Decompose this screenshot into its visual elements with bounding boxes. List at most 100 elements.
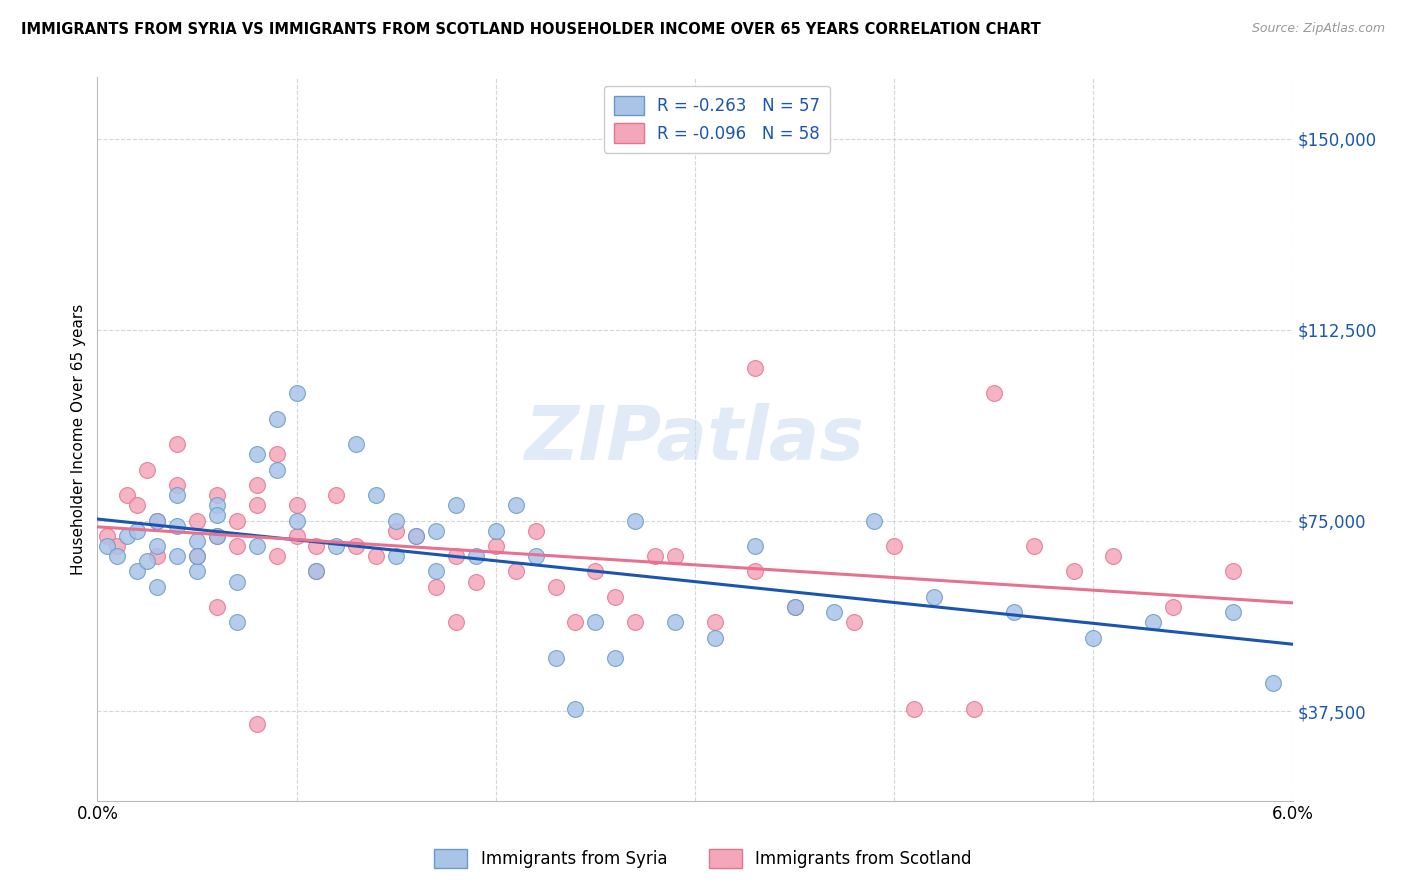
Point [883,539,905,553]
Point [505,565,527,579]
Legend: Immigrants from Syria, Immigrants from Scotland: Immigrants from Syria, Immigrants from S… [427,843,979,875]
Point [305,565,328,579]
Point [624,615,647,630]
Point [246,539,269,553]
Point [305,539,328,553]
Point [583,615,606,630]
Point [127,524,149,538]
Point [266,549,288,564]
Point [744,360,766,375]
Point [1261,676,1284,690]
Point [186,549,208,564]
Legend: R = -0.263   N = 57, R = -0.096   N = 58: R = -0.263 N = 57, R = -0.096 N = 58 [603,86,830,153]
Point [1063,565,1085,579]
Point [225,574,247,589]
Point [246,478,269,492]
Point [564,615,586,630]
Point [605,651,627,665]
Point [205,498,228,512]
Point [285,514,308,528]
Point [186,514,208,528]
Text: IMMIGRANTS FROM SYRIA VS IMMIGRANTS FROM SCOTLAND HOUSEHOLDER INCOME OVER 65 YEA: IMMIGRANTS FROM SYRIA VS IMMIGRANTS FROM… [21,22,1040,37]
Point [505,498,527,512]
Point [246,717,269,731]
Point [1002,605,1025,619]
Point [605,590,627,604]
Point [186,565,208,579]
Point [305,565,328,579]
Point [186,533,208,548]
Point [266,462,288,476]
Point [703,615,725,630]
Point [136,554,159,568]
Point [325,539,347,553]
Point [146,514,169,528]
Point [127,565,149,579]
Point [344,437,367,451]
Point [146,514,169,528]
Point [1022,539,1045,553]
Point [385,514,408,528]
Point [186,549,208,564]
Point [903,702,925,716]
Point [744,539,766,553]
Point [444,615,467,630]
Point [115,488,138,502]
Point [166,437,188,451]
Point [285,498,308,512]
Point [146,580,169,594]
Point [464,549,486,564]
Point [225,615,247,630]
Point [225,514,247,528]
Point [464,574,486,589]
Point [205,529,228,543]
Point [385,549,408,564]
Point [1142,615,1164,630]
Point [744,565,766,579]
Point [544,651,567,665]
Point [225,539,247,553]
Point [325,488,347,502]
Point [824,605,846,619]
Point [564,702,586,716]
Point [983,386,1005,401]
Point [444,498,467,512]
Point [544,580,567,594]
Point [127,498,149,512]
Point [485,524,508,538]
Point [1102,549,1125,564]
Point [205,488,228,502]
Point [444,549,467,564]
Point [583,565,606,579]
Point [146,539,169,553]
Point [1161,600,1184,615]
Point [105,549,128,564]
Point [664,615,686,630]
Point [1083,631,1105,645]
Point [166,478,188,492]
Point [783,600,806,615]
Point [425,580,447,594]
Point [366,488,388,502]
Point [703,631,725,645]
Point [624,514,647,528]
Point [783,600,806,615]
Point [285,529,308,543]
Point [166,488,188,502]
Point [205,529,228,543]
Point [366,549,388,564]
Point [344,539,367,553]
Text: Source: ZipAtlas.com: Source: ZipAtlas.com [1251,22,1385,36]
Point [205,600,228,615]
Point [285,386,308,401]
Point [105,539,128,553]
Point [664,549,686,564]
Point [146,549,169,564]
Point [115,529,138,543]
Point [405,529,427,543]
Point [266,411,288,425]
Point [166,549,188,564]
Text: ZIPatlas: ZIPatlas [524,402,865,475]
Point [425,524,447,538]
Point [644,549,666,564]
